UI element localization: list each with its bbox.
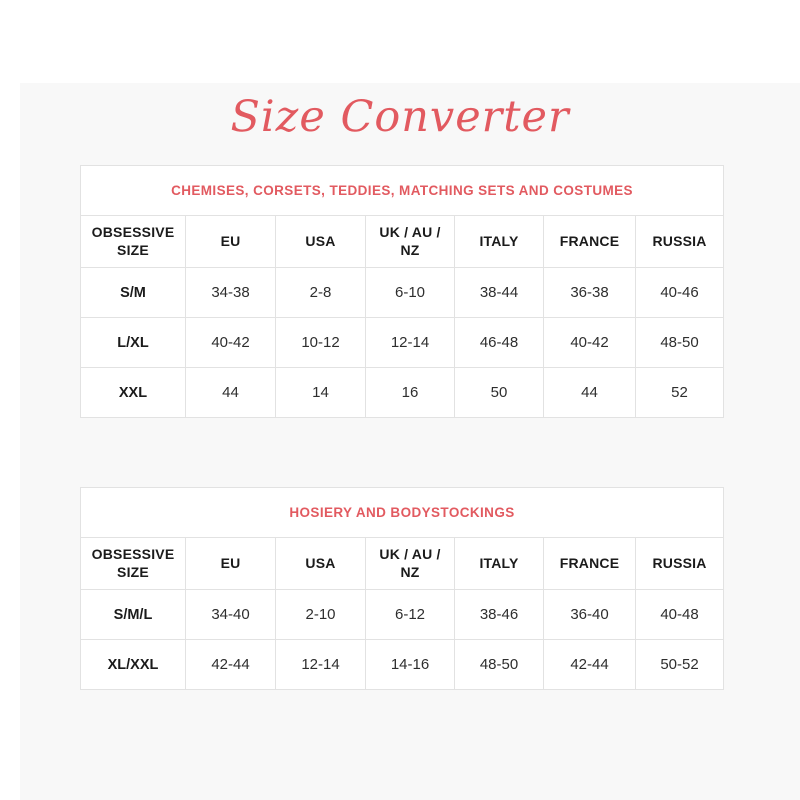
column-header: ITALY <box>454 215 544 268</box>
table-row: S/M/L 34-40 2-10 6-12 38-46 36-40 40-48 <box>80 589 725 640</box>
column-header: ITALY <box>454 537 544 590</box>
column-header: USA <box>275 537 366 590</box>
size-cell: 40-42 <box>185 317 276 368</box>
table-row: L/XL 40-42 10-12 12-14 46-48 40-42 48-50 <box>80 317 725 368</box>
size-cell: 38-44 <box>454 267 544 318</box>
row-label: XL/XXL <box>80 639 186 690</box>
row-label: S/M/L <box>80 589 186 640</box>
size-cell: 42-44 <box>543 639 636 690</box>
size-cell: 36-40 <box>543 589 636 640</box>
size-cell: 10-12 <box>275 317 366 368</box>
size-cell: 50 <box>454 367 544 418</box>
row-label: XXL <box>80 367 186 418</box>
row-label: S/M <box>80 267 186 318</box>
size-cell: 40-48 <box>634 589 725 640</box>
size-table-chemises-wrap: CHEMISES, CORSETS, TEDDIES, MATCHING SET… <box>79 165 725 418</box>
size-cell: 36-38 <box>543 267 636 318</box>
column-header: RUSSIA <box>634 215 725 268</box>
table-title: CHEMISES, CORSETS, TEDDIES, MATCHING SET… <box>79 165 725 216</box>
size-cell: 50-52 <box>634 639 725 690</box>
size-cell: 12-14 <box>365 317 455 368</box>
column-header: OBSESSIVE SIZE <box>80 537 186 590</box>
table-title: HOSIERY AND BODYSTOCKINGS <box>79 487 725 538</box>
size-table-chemises: CHEMISES, CORSETS, TEDDIES, MATCHING SET… <box>79 165 725 418</box>
size-cell: 42-44 <box>185 639 276 690</box>
size-cell: 46-48 <box>454 317 544 368</box>
size-cell: 52 <box>634 367 725 418</box>
size-cell: 2-8 <box>275 267 366 318</box>
table-row: XL/XXL 42-44 12-14 14-16 48-50 42-44 50-52 <box>80 639 725 690</box>
row-label: L/XL <box>80 317 186 368</box>
size-cell: 44 <box>543 367 636 418</box>
size-cell: 40-46 <box>634 267 725 318</box>
size-cell: 34-40 <box>185 589 276 640</box>
column-header: UK / AU / NZ <box>365 215 455 268</box>
size-cell: 40-42 <box>543 317 636 368</box>
size-cell: 34-38 <box>185 267 276 318</box>
size-cell: 14-16 <box>365 639 455 690</box>
size-cell: 2-10 <box>275 589 366 640</box>
size-cell: 38-46 <box>454 589 544 640</box>
column-header: EU <box>185 215 276 268</box>
column-header: EU <box>185 537 276 590</box>
column-header: FRANCE <box>543 537 636 590</box>
size-table-hosiery-wrap: HOSIERY AND BODYSTOCKINGS OBSESSIVE SIZE… <box>79 487 725 690</box>
table-row: S/M 34-38 2-8 6-10 38-44 36-38 40-46 <box>80 267 725 318</box>
size-cell: 48-50 <box>454 639 544 690</box>
size-cell: 14 <box>275 367 366 418</box>
size-cell: 48-50 <box>634 317 725 368</box>
column-header: FRANCE <box>543 215 636 268</box>
size-cell: 44 <box>185 367 276 418</box>
column-header: OBSESSIVE SIZE <box>80 215 186 268</box>
column-header: USA <box>275 215 366 268</box>
size-cell: 6-12 <box>365 589 455 640</box>
column-header: UK / AU / NZ <box>365 537 455 590</box>
page-title: Size Converter <box>230 92 570 142</box>
size-cell: 16 <box>365 367 455 418</box>
size-cell: 6-10 <box>365 267 455 318</box>
size-cell: 12-14 <box>275 639 366 690</box>
table-row: XXL 44 14 16 50 44 52 <box>80 367 725 418</box>
column-header: RUSSIA <box>634 537 725 590</box>
size-table-hosiery: HOSIERY AND BODYSTOCKINGS OBSESSIVE SIZE… <box>79 487 725 690</box>
